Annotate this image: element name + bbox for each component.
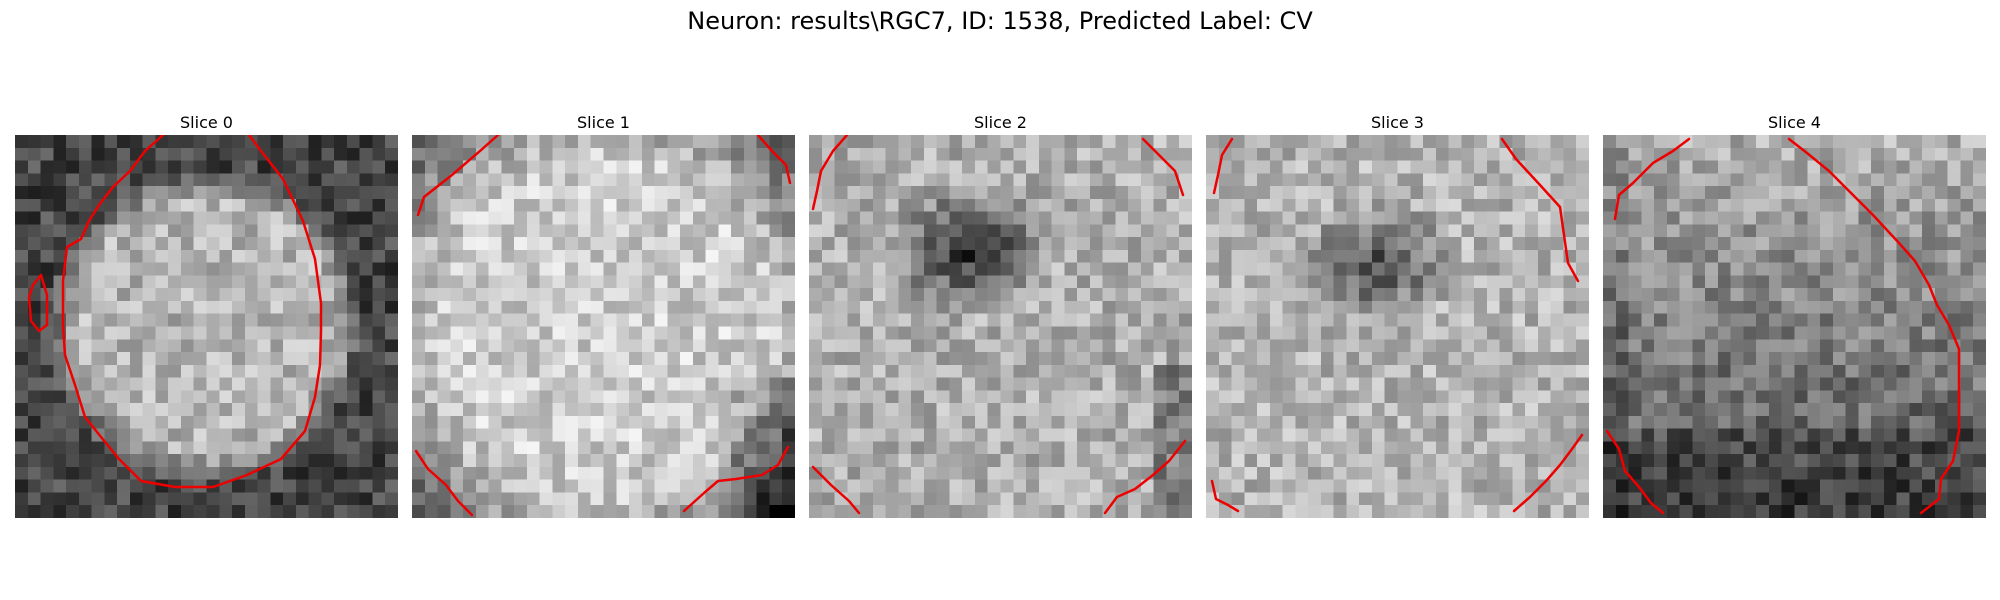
- small-loop-contour: [27, 273, 49, 333]
- contour-overlay: [1605, 137, 1961, 515]
- slice-image-4: [1603, 135, 1986, 518]
- contour-overlay: [811, 135, 1187, 515]
- slice-title: Slice 4: [1768, 113, 1821, 132]
- slice-title: Slice 0: [180, 113, 233, 132]
- slice-image-3: [1206, 135, 1589, 518]
- contour-bottom-right: [682, 445, 790, 513]
- contour-bottom-right: [1103, 439, 1187, 515]
- contour-top-left: [811, 135, 849, 211]
- cell-outline-contour: [61, 135, 323, 489]
- contour-bottom-left: [811, 465, 861, 515]
- figure-title: Neuron: results\RGC7, ID: 1538, Predicte…: [687, 7, 1313, 35]
- grayscale-slice: [15, 135, 398, 518]
- contour-bottom-left: [414, 449, 474, 517]
- contour-overlay: [1210, 137, 1584, 513]
- slice-image-1: [412, 135, 795, 518]
- contour-top-right: [1141, 137, 1185, 197]
- slice-panel-2: Slice 2: [809, 111, 1192, 518]
- grayscale-slice: [809, 135, 1192, 518]
- grayscale-slice: [1603, 135, 1986, 518]
- slice-title: Slice 2: [974, 113, 1027, 132]
- contour-bottom-left: [1210, 479, 1240, 513]
- contour-overlay: [27, 135, 323, 489]
- cell-outline-contour: [1787, 137, 1961, 515]
- contour-top-right: [1500, 137, 1580, 283]
- slice-panel-0: Slice 0: [15, 111, 398, 518]
- slice-panel-1: Slice 1: [412, 111, 795, 518]
- grayscale-slice: [1206, 135, 1589, 518]
- contour-bottom-right: [1512, 433, 1584, 513]
- contour-top-left: [1613, 137, 1691, 221]
- contour-top-left: [416, 135, 500, 217]
- slice-image-2: [809, 135, 1192, 518]
- slice-title: Slice 1: [577, 113, 630, 132]
- slice-title: Slice 3: [1371, 113, 1424, 132]
- slice-panel-3: Slice 3: [1206, 111, 1589, 518]
- contour-top-right: [756, 135, 792, 185]
- contour-overlay: [414, 135, 792, 517]
- grayscale-slice: [412, 135, 795, 518]
- slice-image-0: [15, 135, 398, 518]
- contour-bottom-left: [1605, 429, 1665, 515]
- slice-panel-4: Slice 4: [1603, 111, 1986, 518]
- contour-top-left: [1212, 137, 1234, 195]
